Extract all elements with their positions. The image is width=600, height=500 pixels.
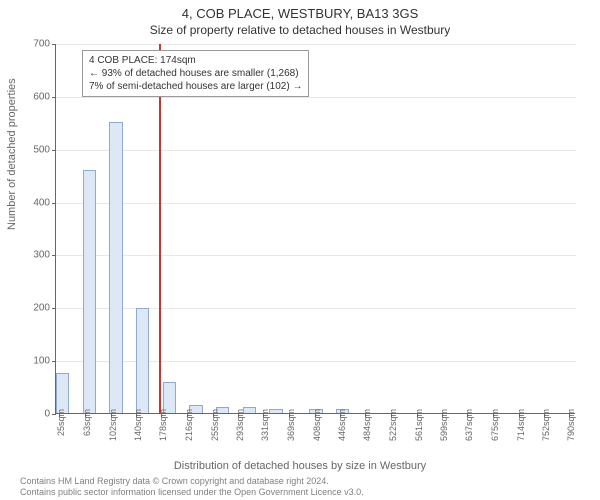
page-title-address: 4, COB PLACE, WESTBURY, BA13 3GS — [0, 0, 600, 21]
gridline — [56, 361, 576, 362]
xtick-label: 637sqm — [464, 409, 474, 441]
ytick-label: 700 — [10, 39, 50, 50]
histogram-bar — [136, 308, 149, 413]
xtick-label: 561sqm — [414, 409, 424, 441]
xtick-label: 255sqm — [210, 409, 220, 441]
ytick-mark — [52, 361, 56, 362]
footer-line2: Contains public sector information licen… — [20, 487, 364, 498]
ytick-mark — [52, 97, 56, 98]
xtick-label: 293sqm — [235, 409, 245, 441]
xtick-label: 102sqm — [108, 409, 118, 441]
xtick-label: 369sqm — [286, 409, 296, 441]
histogram-bar — [269, 409, 282, 413]
gridline — [56, 150, 576, 151]
ytick-label: 400 — [10, 197, 50, 208]
ytick-label: 500 — [10, 144, 50, 155]
xtick-label: 331sqm — [260, 409, 270, 441]
plot-area: 25sqm63sqm102sqm140sqm178sqm216sqm255sqm… — [55, 44, 575, 414]
histogram-bar — [56, 373, 69, 413]
gridline — [56, 308, 576, 309]
xtick-label: 408sqm — [312, 409, 322, 441]
annotation-box: 4 COB PLACE: 174sqm ← 93% of detached ho… — [82, 50, 309, 97]
histogram-bar — [109, 122, 122, 413]
annotation-line3: 7% of semi-detached houses are larger (1… — [89, 80, 302, 93]
xtick-label: 446sqm — [337, 409, 347, 441]
property-marker-line — [159, 44, 161, 414]
xtick-label: 522sqm — [388, 409, 398, 441]
xtick-label: 714sqm — [516, 409, 526, 441]
ytick-label: 300 — [10, 250, 50, 261]
xtick-label: 25sqm — [56, 409, 66, 436]
ytick-label: 100 — [10, 356, 50, 367]
xtick-label: 140sqm — [133, 409, 143, 441]
gridline — [56, 203, 576, 204]
footer-attribution: Contains HM Land Registry data © Crown c… — [20, 476, 364, 498]
ytick-mark — [52, 44, 56, 45]
xtick-label: 752sqm — [541, 409, 551, 441]
page-subtitle: Size of property relative to detached ho… — [0, 21, 600, 37]
histogram-bar — [83, 170, 96, 413]
annotation-line1: 4 COB PLACE: 174sqm — [89, 54, 302, 67]
ytick-label: 200 — [10, 303, 50, 314]
xtick-label: 599sqm — [439, 409, 449, 441]
x-axis-label: Distribution of detached houses by size … — [0, 460, 600, 472]
xtick-label: 484sqm — [362, 409, 372, 441]
xtick-label: 178sqm — [158, 409, 168, 441]
ytick-mark — [52, 203, 56, 204]
annotation-line2: ← 93% of detached houses are smaller (1,… — [89, 67, 302, 80]
xtick-label: 63sqm — [82, 409, 92, 436]
histogram-chart: 25sqm63sqm102sqm140sqm178sqm216sqm255sqm… — [55, 44, 575, 414]
ytick-mark — [52, 255, 56, 256]
xtick-label: 675sqm — [490, 409, 500, 441]
xtick-label: 790sqm — [566, 409, 576, 441]
ytick-label: 600 — [10, 91, 50, 102]
ytick-label: 0 — [10, 409, 50, 420]
xtick-label: 216sqm — [184, 409, 194, 441]
gridline — [56, 44, 576, 45]
ytick-mark — [52, 308, 56, 309]
gridline — [56, 255, 576, 256]
footer-line1: Contains HM Land Registry data © Crown c… — [20, 476, 364, 487]
ytick-mark — [52, 150, 56, 151]
